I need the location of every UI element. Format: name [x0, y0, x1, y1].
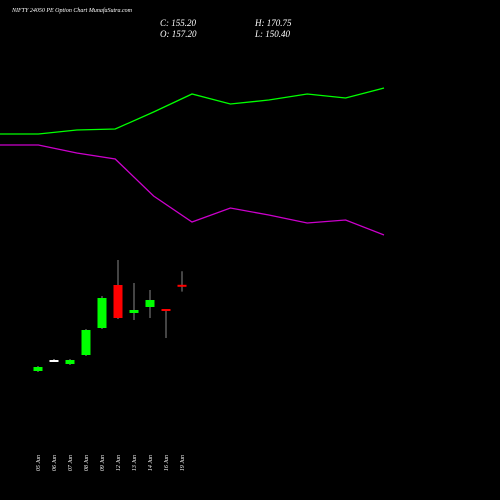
candle-body	[81, 330, 91, 355]
low-label: L: 150.40	[254, 29, 291, 39]
indicator-line	[0, 144, 385, 236]
x-tick-label: 13 Jun	[132, 455, 138, 471]
candle-body	[33, 367, 43, 371]
candle-body	[177, 284, 187, 287]
candle-body	[129, 310, 139, 313]
close-label: C: 155.20	[160, 18, 197, 28]
candle-body	[145, 300, 155, 307]
x-tick-label: 14 Jun	[147, 455, 154, 471]
candle-body	[161, 309, 171, 311]
candle-body	[97, 298, 107, 328]
x-tick-label: 09 Jun	[100, 455, 106, 471]
candle-body	[113, 285, 123, 318]
x-tick-label: 19 Jun	[180, 455, 186, 471]
x-tick-label: 06 Jun	[52, 455, 58, 471]
open-label: O: 157.20	[160, 29, 197, 39]
x-tick-label: 07 Jun	[68, 455, 74, 471]
candle-body	[65, 360, 75, 364]
x-tick-label: 05 Jun	[36, 455, 42, 471]
chart-title: NIFTY 24050 PE Option Chart MunafaSutra.…	[11, 7, 133, 14]
x-tick-label: 16 Jun	[164, 455, 170, 471]
high-label: H: 170.75	[254, 18, 292, 28]
candle-body	[49, 360, 59, 362]
x-tick-label: 12 Jun	[116, 455, 122, 471]
indicator-line	[0, 87, 385, 135]
x-tick-label: 08 Jun	[84, 455, 90, 471]
